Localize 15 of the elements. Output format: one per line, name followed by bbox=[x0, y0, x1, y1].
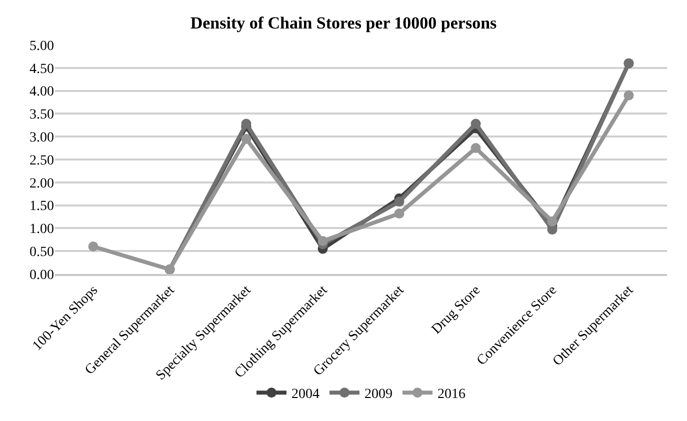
y-tick-label: 0.50 bbox=[30, 245, 54, 260]
legend-label: 2016 bbox=[438, 387, 466, 402]
chart-title: Density of Chain Stores per 10000 persons bbox=[190, 14, 498, 33]
y-tick-label: 0.00 bbox=[30, 268, 54, 283]
y-tick-label: 1.50 bbox=[30, 199, 54, 214]
y-tick-label: 4.00 bbox=[30, 84, 54, 100]
y-tick-label: 2.00 bbox=[30, 176, 54, 192]
y-tick-label: 5.00 bbox=[30, 38, 54, 54]
y-tick-label: 3.00 bbox=[30, 130, 54, 146]
y-tick-label: 1.00 bbox=[30, 222, 54, 238]
legend-label: 2009 bbox=[364, 387, 392, 402]
legend-label: 2004 bbox=[292, 387, 320, 402]
y-tick-label: 4.50 bbox=[30, 62, 54, 77]
y-tick-label: 2.50 bbox=[30, 153, 54, 168]
y-tick-label: 3.50 bbox=[30, 108, 54, 123]
